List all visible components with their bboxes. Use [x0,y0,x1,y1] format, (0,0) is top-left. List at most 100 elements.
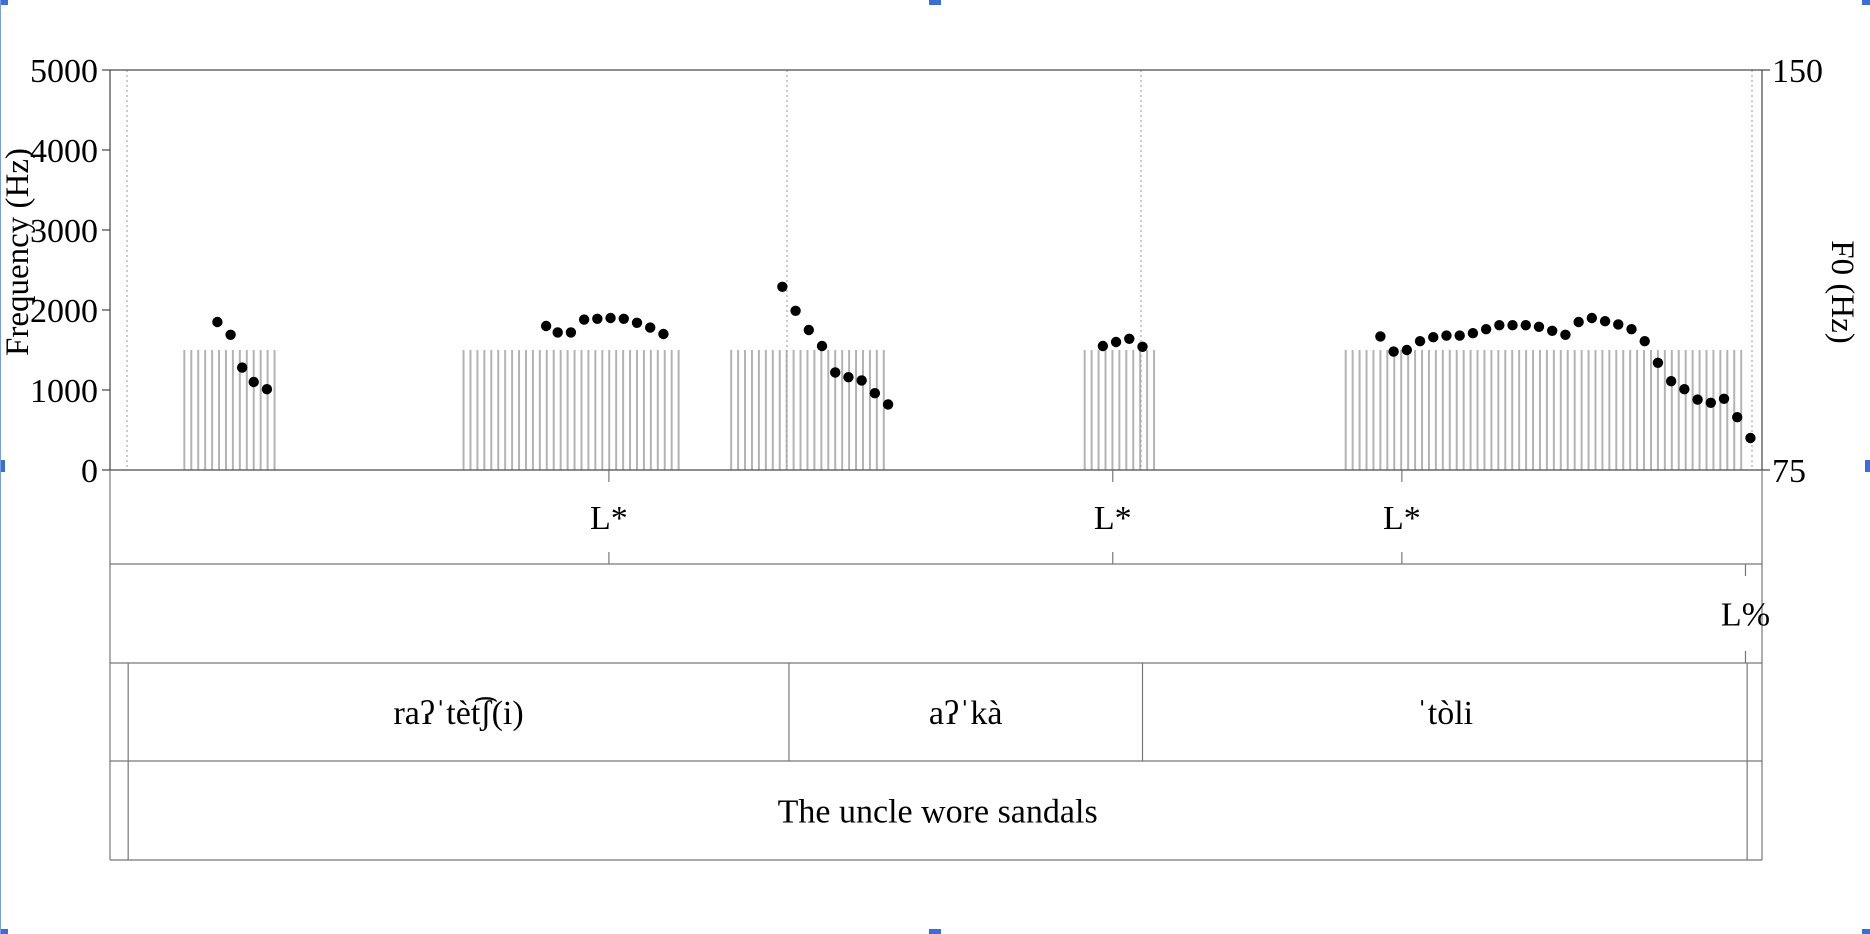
pitch-point [830,367,841,378]
pitch-point [1599,316,1611,327]
pitch-point [843,372,854,383]
pitch-point [552,327,563,338]
spectrogram [156,70,1754,470]
pitch-point [1097,340,1109,352]
pitch-point [1480,324,1492,335]
pitch-point [1137,341,1148,352]
right-tick-label: 150 [1772,53,1823,90]
pitch-point [882,399,894,410]
pitch-point [1454,330,1465,341]
pitch-point [605,312,616,324]
pitch-point [540,320,552,332]
pitch-point [1665,376,1677,387]
low-formant-band [1522,382,1754,470]
pitch-point [1414,336,1426,347]
left-tick-label: 4000 [30,133,98,170]
burst-band [156,70,193,470]
tier-point-label: L* [1094,500,1132,537]
pitch-point [212,316,223,328]
pitch-point [1520,320,1531,331]
pitch-point [261,384,273,395]
pitch-point [236,362,248,373]
pitch-point [658,328,669,340]
pitch-point [1110,336,1122,348]
pitch-point [1652,357,1664,368]
tier-interval-label: aʔˈkà [929,695,1003,732]
burst-band [1327,70,1341,470]
pitch-point [1375,331,1386,342]
left-tick-label: 0 [81,453,98,490]
pitch-point [1467,328,1479,339]
pitch-point [618,313,629,324]
pitch-point [1679,384,1690,395]
pitch-point [1586,312,1598,324]
pitch-point [1705,397,1716,408]
pitch-point [803,324,814,336]
tier-point-label: L* [1383,500,1421,537]
low-formant-band [433,382,705,470]
pitch-point [1732,412,1743,423]
low-formant-band [836,382,978,470]
pitch-point [1401,344,1413,356]
textgrid [109,470,1763,861]
left-tick-label: 3000 [30,213,98,250]
pitch-point [1441,330,1452,341]
tier-point-label: L* [590,500,628,537]
pitch-point [631,317,643,328]
right-axis-label: F0 (Hz) [1824,240,1860,344]
left-axis: 0 1000 2000 3000 4000 5000 [30,53,110,490]
pitch-point [1533,321,1545,332]
left-tick-label: 2000 [30,293,98,330]
pitch-point [1573,316,1584,328]
spectrogram-band [977,70,1135,470]
pitch-point [1613,319,1624,330]
spectrogram-band [1327,70,1523,470]
left-tick-label: 1000 [30,373,98,410]
right-tick-label: 75 [1772,453,1806,490]
pitch-point [1388,346,1399,357]
pitch-point [592,313,603,324]
burst-band [879,70,928,470]
pitch-point [777,281,788,292]
tier-interval-label: raʔˈtèt͡ʃ(i) [393,695,523,732]
spectrogram-band [704,70,837,470]
pitch-point [856,375,867,386]
pitch-point [869,388,881,399]
left-tick-label: 5000 [30,53,98,90]
spectrogram-band [156,70,284,470]
burst-band [1540,70,1551,470]
low-formant-band [704,382,837,470]
pitch-point [1546,325,1558,336]
pitch-point [1494,320,1505,331]
right-axis: 75 150 [1762,53,1823,490]
pitch-point [565,327,577,338]
spectrogram-band [836,70,978,470]
pitch-point [790,305,801,316]
low-formant-band [156,382,284,470]
pitch-point [1745,432,1756,444]
plot-frame [109,69,1763,471]
low-formant-band [1134,382,1209,470]
pitch-point [1692,394,1703,405]
pitch-point [645,322,656,333]
pitch-point [1718,393,1730,404]
tier-point-label: L% [1721,597,1770,634]
pitch-point [1428,332,1439,343]
pitch-point [816,340,828,352]
pitch-point [578,314,590,325]
spectrogram-band [1134,70,1209,470]
pitch-track [212,281,1756,444]
pitch-point [248,376,259,388]
pitch-point [225,329,236,340]
pitch-point [1124,333,1135,344]
low-formant-band [1327,382,1523,470]
burst-band [433,70,461,470]
pitch-point [1639,336,1650,347]
tier-interval-label: ˈtòli [1416,695,1473,732]
segment-boundary-lines [126,70,1753,470]
pitch-point [1626,324,1637,335]
pitch-point [1560,329,1571,340]
tier-interval-label: The uncle wore sandals [778,794,1098,831]
